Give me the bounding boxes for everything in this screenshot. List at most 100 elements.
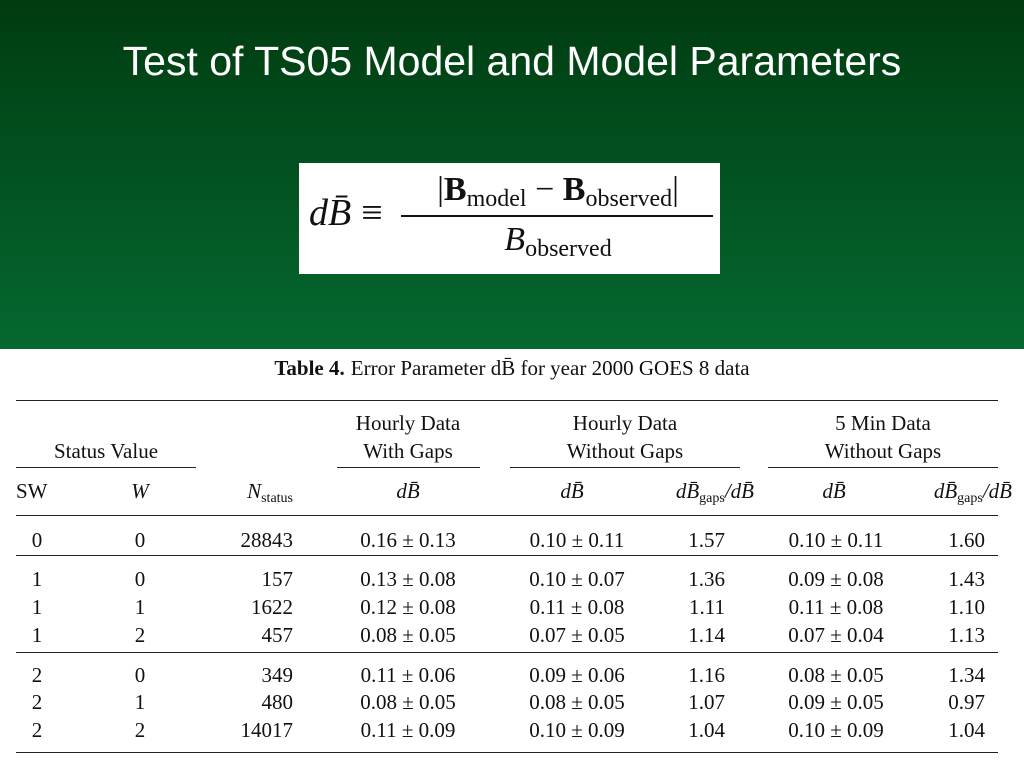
cell-db-gaps: 0.08 ± 0.05 [360, 623, 456, 647]
header-status-value: Status Value [53, 439, 159, 463]
formula-sub-model: model [466, 186, 527, 212]
cell-ratio-hourly: 1.11 [689, 595, 725, 619]
cmidrule-5min [768, 467, 998, 468]
col-ratio-5min-sub: gaps [957, 491, 983, 506]
header-hourly-gaps-line2: With Gaps [363, 439, 453, 463]
cell-db-hourly: 0.10 ± 0.09 [529, 718, 625, 742]
cell-db-5min: 0.08 ± 0.05 [788, 663, 884, 687]
cell-ratio-5min: 1.34 [948, 663, 985, 687]
cell-n-status: 457 [261, 623, 294, 647]
cell-w: 1 [134, 690, 146, 714]
cell-ratio-hourly: 1.16 [688, 663, 725, 687]
header-hourly-nogaps: Hourly Data Without Gaps [567, 409, 683, 465]
header-rule [16, 515, 998, 516]
col-n-status: Nstatus [247, 479, 293, 507]
col-n-sub: status [261, 491, 293, 506]
cell-w: 2 [134, 623, 146, 647]
cell-w: 2 [134, 718, 146, 742]
cell-ratio-5min: 1.43 [948, 567, 985, 591]
slide-title: Test of TS05 Model and Model Parameters [122, 38, 902, 84]
cmidrule-hourly-gaps [337, 467, 480, 468]
cell-sw: 1 [31, 567, 43, 591]
cell-w: 0 [134, 528, 146, 552]
col-db-5min: dB̄ [822, 479, 846, 503]
caption-label: Table 4. [274, 356, 345, 380]
cell-n-status: 349 [261, 663, 294, 687]
col-ratio-5min-den: /dB̄ [982, 479, 1012, 503]
header-hourly-gaps: Hourly Data With Gaps [356, 409, 460, 465]
cell-db-hourly: 0.11 ± 0.08 [529, 595, 625, 619]
cell-db-gaps: 0.08 ± 0.05 [360, 690, 456, 714]
cell-ratio-5min: 1.13 [948, 623, 985, 647]
col-w: W [131, 479, 149, 503]
cell-db-5min: 0.10 ± 0.11 [788, 528, 884, 552]
cell-ratio-5min: 1.10 [948, 595, 985, 619]
col-ratio-5min-num: dB̄ [933, 479, 958, 503]
table-caption: Table 4. Error Parameter dB̄ for year 200… [0, 356, 1024, 381]
formula-fraction-bar [401, 215, 713, 217]
bottom-rule [16, 752, 998, 753]
cell-db-gaps: 0.11 ± 0.09 [360, 718, 456, 742]
formula-box: dB̄ ≡ |Bmodel − Bobserved| Bobserved [299, 163, 720, 274]
formula-b-model: B [443, 171, 467, 208]
cell-sw: 2 [31, 690, 43, 714]
header-hourly-nogaps-line2: Without Gaps [566, 439, 684, 463]
formula-b-observed: B [562, 171, 586, 208]
cell-ratio-hourly: 1.04 [688, 718, 725, 742]
cell-db-5min: 0.09 ± 0.08 [788, 567, 884, 591]
formula-numerator: |Bmodel − Bobserved| [437, 171, 679, 212]
formula-denominator: Bobserved [403, 221, 713, 263]
col-ratio-hourly: dB̄gaps/dB̄ [676, 479, 754, 507]
col-db-hourly: dB̄ [560, 479, 584, 503]
group-rule-1 [16, 555, 998, 556]
cell-sw: 1 [31, 595, 43, 619]
col-ratio-hourly-num: dB̄ [675, 479, 700, 503]
cell-db-5min: 0.07 ± 0.04 [788, 623, 884, 647]
group-rule-2 [16, 652, 998, 653]
cell-n-status: 28843 [240, 528, 294, 552]
cell-ratio-hourly: 1.57 [688, 528, 725, 552]
cell-ratio-5min: 1.04 [948, 718, 985, 742]
col-db-gaps: dB̄ [396, 479, 420, 503]
formula-den-b: B [504, 221, 526, 258]
cell-sw: 0 [31, 528, 43, 552]
cell-db-gaps: 0.11 ± 0.06 [360, 663, 456, 687]
cell-n-status: 480 [261, 690, 294, 714]
cell-db-5min: 0.09 ± 0.05 [788, 690, 884, 714]
cell-sw: 1 [31, 623, 43, 647]
cell-db-5min: 0.11 ± 0.08 [788, 595, 884, 619]
cell-db-gaps: 0.16 ± 0.13 [360, 528, 456, 552]
cell-ratio-hourly: 1.07 [688, 690, 725, 714]
cell-db-hourly: 0.07 ± 0.05 [529, 623, 625, 647]
cell-db-gaps: 0.13 ± 0.08 [360, 567, 456, 591]
cmidrule-hourly-nogaps [510, 467, 740, 468]
header-hourly-nogaps-line1: Hourly Data [572, 411, 678, 435]
cell-sw: 2 [31, 663, 43, 687]
col-n-symbol: N [247, 479, 262, 503]
cell-ratio-5min: 1.60 [948, 528, 985, 552]
col-ratio-hourly-den: /dB̄ [724, 479, 754, 503]
cell-ratio-hourly: 1.14 [688, 623, 725, 647]
header-hourly-gaps-line1: Hourly Data [355, 411, 461, 435]
cell-db-hourly: 0.10 ± 0.07 [529, 567, 625, 591]
caption-text: Error Parameter dB̄ for year 2000 GOES 8… [350, 356, 750, 380]
cell-ratio-5min: 0.97 [948, 690, 985, 714]
cell-w: 0 [134, 663, 146, 687]
cell-sw: 2 [31, 718, 43, 742]
formula-equiv: ≡ [361, 192, 383, 234]
col-ratio-hourly-sub: gaps [699, 491, 725, 506]
cell-db-hourly: 0.09 ± 0.06 [529, 663, 625, 687]
cmidrule-status [16, 467, 196, 468]
formula-lhs: dB̄ ≡ [309, 191, 383, 235]
formula-lhs-symbol: dB̄ [309, 192, 352, 234]
cell-n-status: 14017 [240, 718, 294, 742]
formula-minus: − [535, 171, 555, 208]
cell-db-gaps: 0.12 ± 0.08 [360, 595, 456, 619]
cell-n-status: 157 [261, 567, 294, 591]
col-sw: SW [16, 479, 48, 503]
header-5min-line1: 5 Min Data [835, 411, 931, 435]
formula-den-sub: observed [525, 236, 612, 262]
cell-w: 0 [134, 567, 146, 591]
formula-sub-observed: observed [585, 186, 673, 212]
cell-w: 1 [134, 595, 146, 619]
